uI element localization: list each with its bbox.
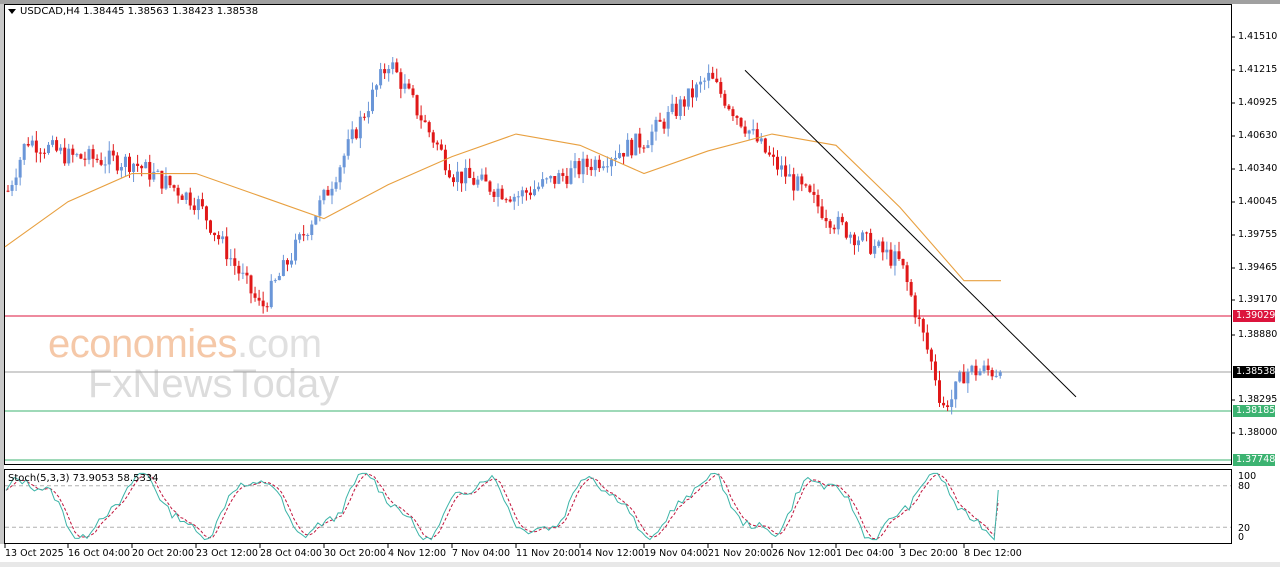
price-tick-label: 1.40630 [1238,130,1278,141]
time-tick-label: 19 Nov 04:00 [644,548,709,559]
symbol-ohlc-text: USDCAD,H4 1.38445 1.38563 1.38423 1.3853… [20,6,259,17]
time-tick-label: 30 Oct 20:00 [324,548,386,559]
price-tick-label: 1.40340 [1238,163,1278,174]
window-top-border [0,0,1280,4]
watermark-text-1: economies [48,322,237,366]
time-tick-label: 4 Nov 12:00 [388,548,447,559]
price-tick-label: 1.38295 [1238,394,1278,405]
support-level-2-badge: 1.37748 [1233,454,1275,466]
watermark-suffix: .com [236,322,322,366]
stoch-level-20: 20 [1238,523,1251,534]
window-bottom-border [0,562,1280,567]
price-tick-label: 1.40045 [1238,196,1278,207]
stoch-level-80: 80 [1238,481,1251,492]
support-level-1-badge: 1.38185 [1233,405,1275,417]
chart-title: USDCAD,H4 1.38445 1.38563 1.38423 1.3853… [8,6,258,17]
price-tick-label: 1.39755 [1238,229,1278,240]
time-tick-label: 14 Nov 12:00 [580,548,645,559]
watermark-fxnewstoday: FxNewsToday [88,362,340,406]
time-tick-label: 16 Oct 04:00 [68,548,130,559]
price-tick-label: 1.38880 [1238,329,1278,340]
price-tick-label: 1.39170 [1238,294,1278,305]
indicator-title: Stoch(5,3,3) 73.9053 58.5334 [8,473,159,484]
collapse-triangle-icon[interactable] [8,8,16,14]
price-tick-label: 1.38000 [1238,427,1278,438]
time-tick-label: 26 Nov 12:00 [772,548,837,559]
time-tick-label: 21 Nov 20:00 [708,548,773,559]
time-tick-label: 13 Oct 2025 [5,548,64,559]
price-tick-label: 1.39465 [1238,262,1278,273]
stoch-level-100: 100 [1238,471,1257,482]
resistance-level-badge: 1.39029 [1233,310,1275,322]
time-tick-label: 8 Dec 12:00 [964,548,1022,559]
time-tick-label: 7 Nov 04:00 [452,548,511,559]
stochastic-pane[interactable] [4,469,1232,544]
watermark-economies: economies.com [48,322,322,367]
price-chart-pane[interactable] [4,4,1232,465]
time-tick-label: 3 Dec 20:00 [900,548,958,559]
price-tick-label: 1.41510 [1238,31,1278,42]
time-tick-label: 11 Nov 20:00 [516,548,581,559]
time-tick-label: 23 Oct 12:00 [196,548,258,559]
current-price-badge: 1.38538 [1233,366,1275,378]
window-left-border [0,4,4,544]
price-tick-label: 1.41215 [1238,64,1278,75]
time-tick-label: 20 Oct 20:00 [132,548,194,559]
time-tick-label: 1 Dec 04:00 [836,548,894,559]
time-tick-label: 28 Oct 04:00 [260,548,322,559]
price-tick-label: 1.40925 [1238,97,1278,108]
stoch-level-0: 0 [1238,532,1245,543]
